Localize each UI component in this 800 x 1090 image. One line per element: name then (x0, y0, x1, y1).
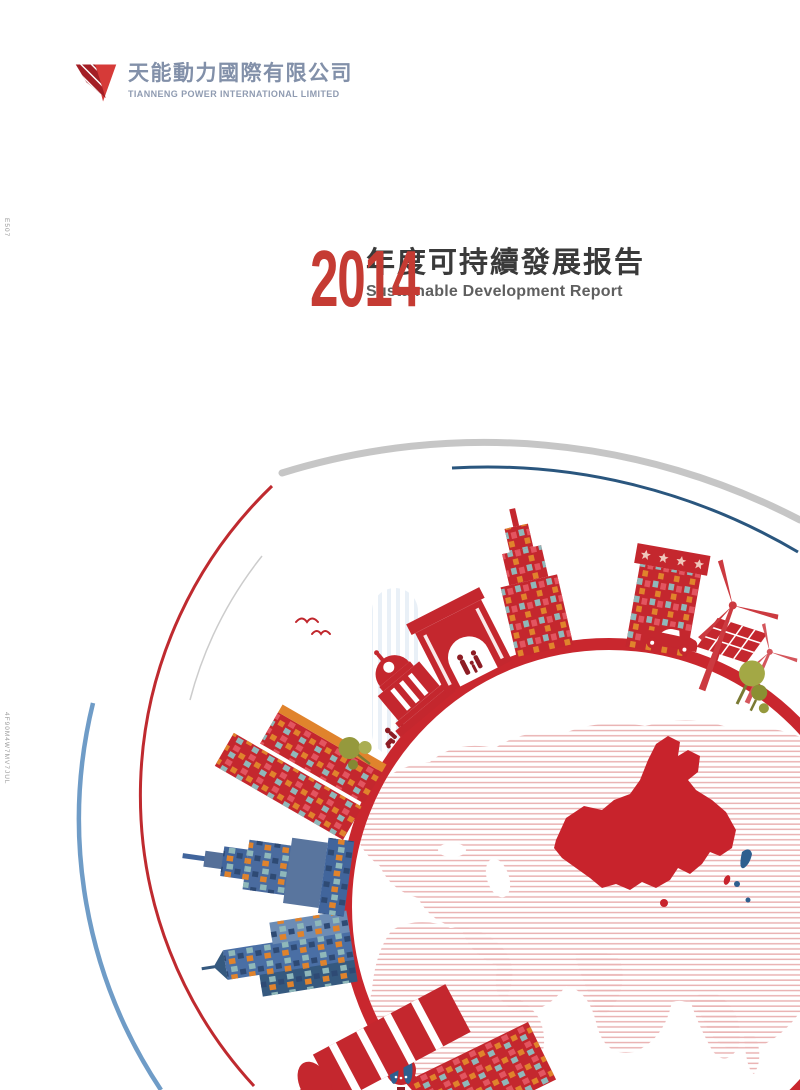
report-year: 2014 (310, 234, 420, 323)
car-icon (640, 626, 698, 656)
wind-turbine-large-icon (698, 559, 779, 692)
blue-skyscraper (182, 837, 355, 917)
orbit-arcs (76, 438, 800, 1090)
report-title-zh: 年度可持續發展报告 (365, 247, 645, 279)
hotel-stars (641, 549, 705, 570)
report-title-en: Sustainable Development Report (365, 282, 623, 300)
japan-islands (734, 849, 752, 903)
spine-mark-bottom: 4F90M4W7MV7JUL (3, 712, 10, 785)
tree-icon (735, 660, 769, 714)
blue-building-cluster (201, 910, 358, 997)
globe-rim (340, 638, 800, 1090)
arch-with-family (406, 587, 512, 694)
tianneng-v-mark-icon (75, 64, 117, 102)
china-highlight (554, 736, 736, 890)
spine-mark-top: E507 (3, 218, 10, 238)
people-figures (384, 724, 406, 749)
company-name-en: TIANNENG POWER INTERNATIONAL LIMITED (128, 89, 340, 100)
company-logo: 天能動力國際有限公司 TIANNENG POWER INTERNATIONAL … (74, 60, 353, 106)
tiered-skyscraper (500, 508, 574, 658)
birds-icon (295, 617, 331, 636)
capitol-dome-building (374, 650, 456, 738)
company-name-zh: 天能動力國際有限公司 (128, 62, 353, 85)
red-window-tower (411, 1022, 557, 1090)
needle-tv-tower (225, 984, 471, 1090)
tree-icon (338, 736, 372, 770)
cover-title: 2014 年度可持續發展报告 Sustainable Development R… (310, 234, 645, 323)
